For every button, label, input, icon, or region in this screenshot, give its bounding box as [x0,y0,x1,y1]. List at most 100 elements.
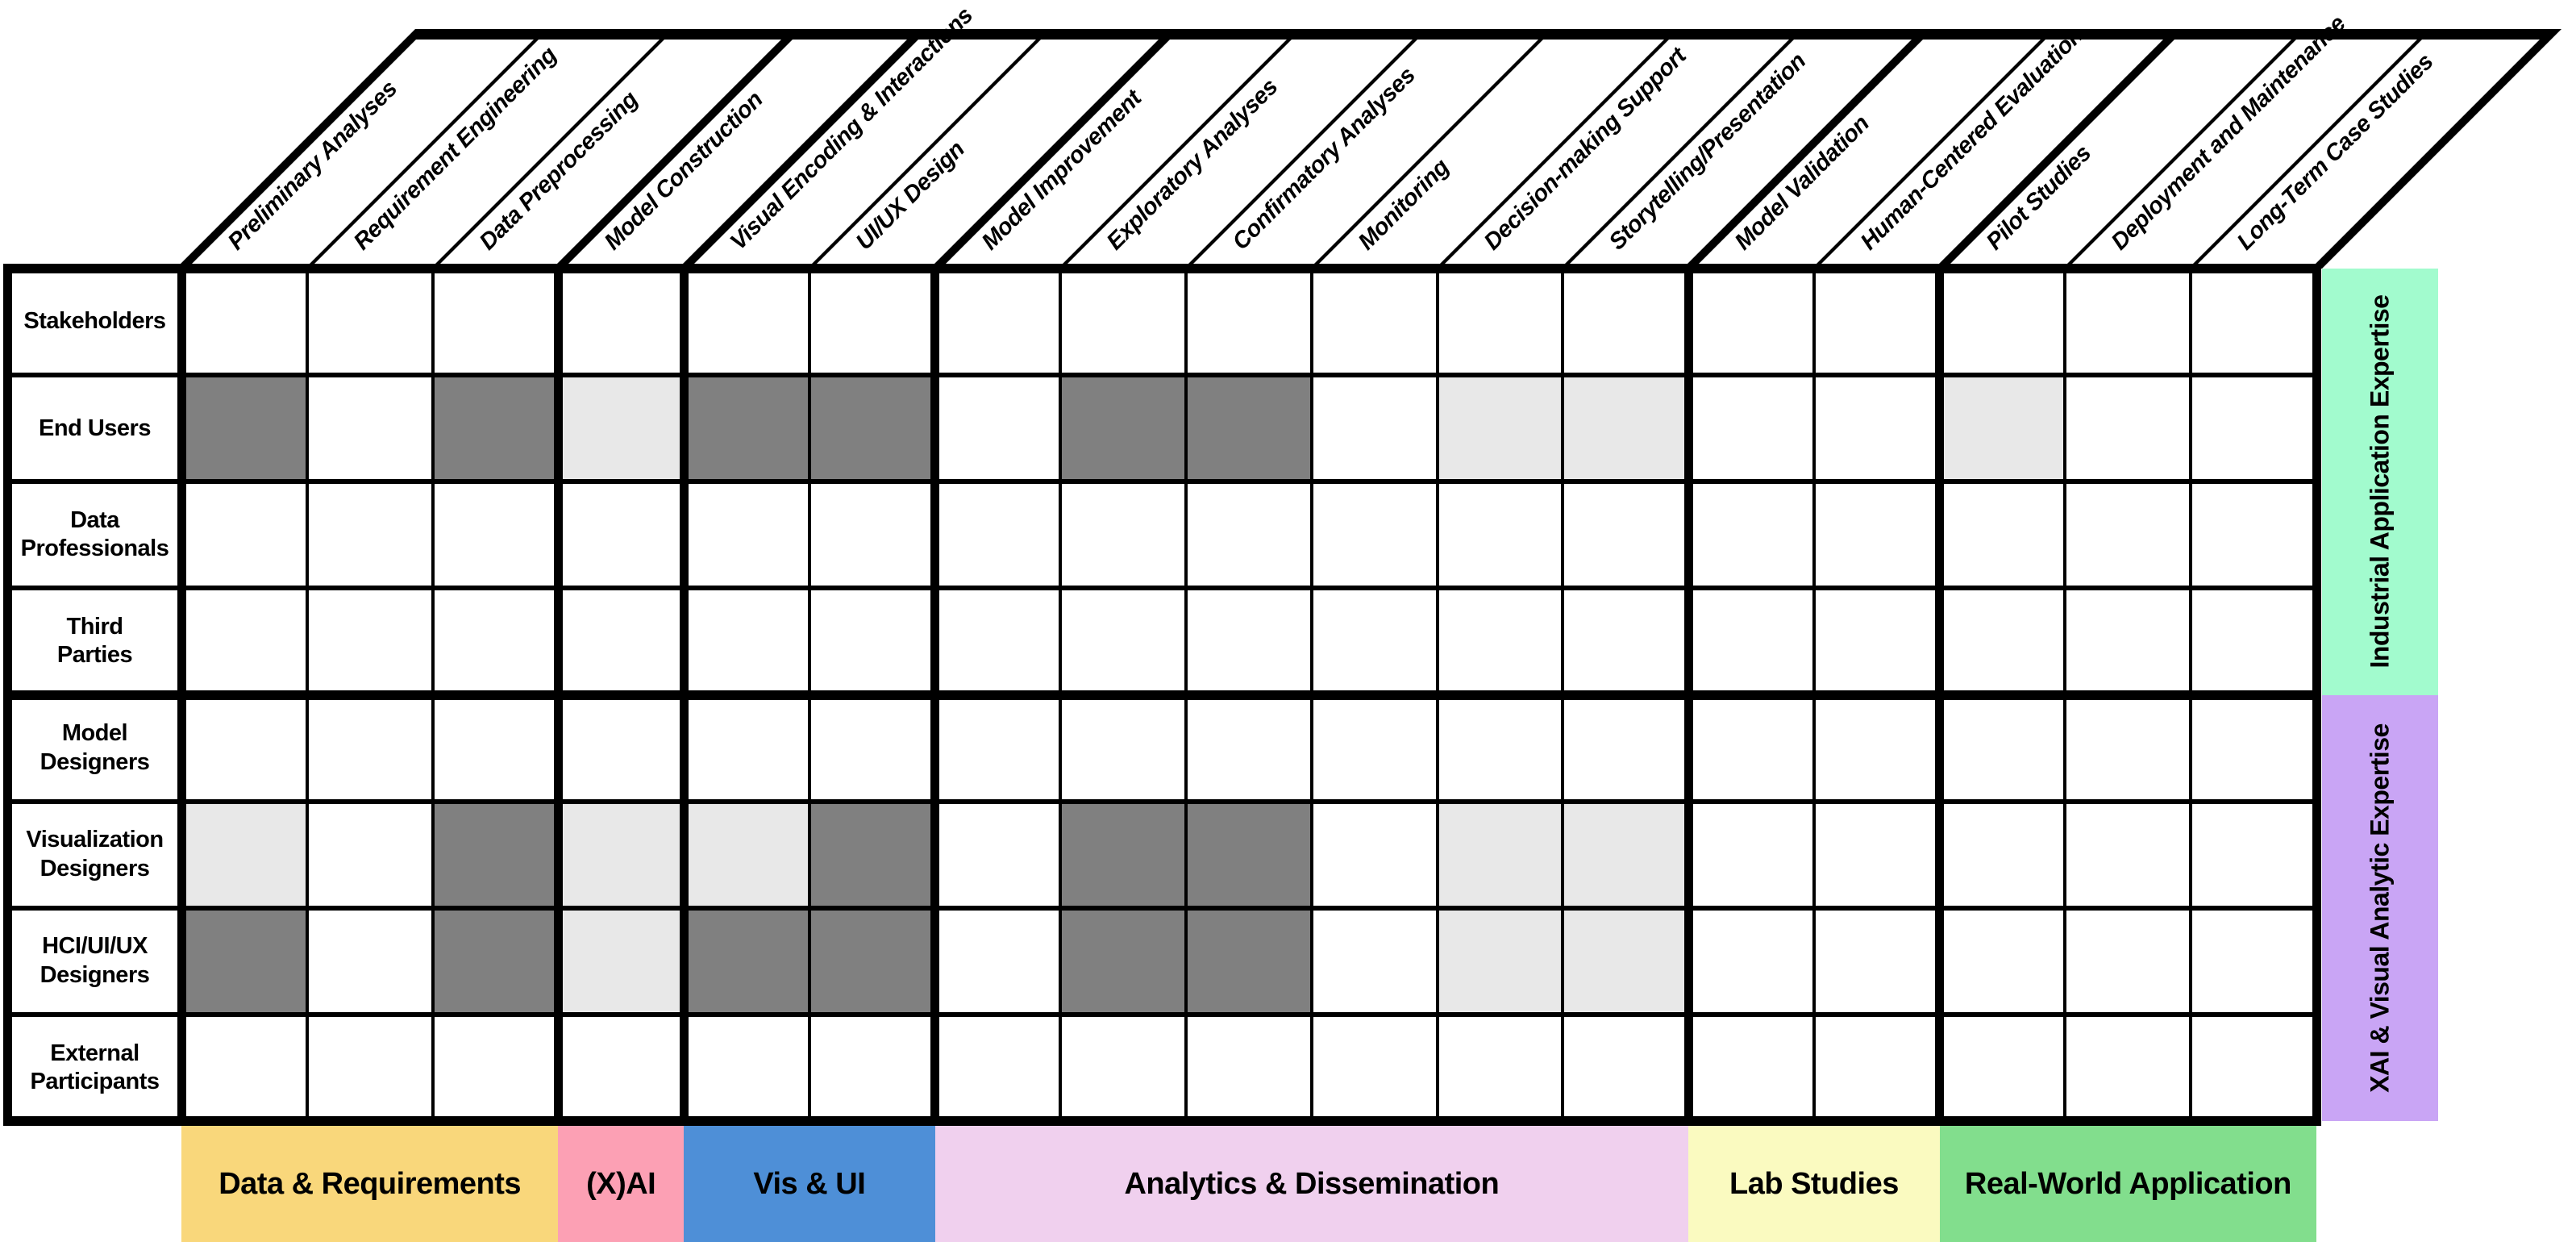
matrix-cell-model-designers-monitoring [1311,694,1438,802]
matrix-cell-hci-ui-ux-designers-storytelling-presentation [1563,907,1689,1015]
bottom-group-data-and-requirements: Data & Requirements [181,1126,559,1242]
matrix-cell-data-professionals-exploratory-analyses [1060,481,1187,589]
matrix-cell-external-participants-model-validation [1688,1014,1814,1121]
matrix-cell-model-designers-requirement-engineering [306,694,433,802]
matrix-cell-visualization-designers-storytelling-presentation [1563,801,1689,908]
matrix-cell-external-participants-human-centered-evaluation [1813,1014,1940,1121]
bottom-group-label-real-world-application: Real-World Application [1964,1166,2291,1201]
matrix-cell-external-participants-data-preprocessing [432,1014,559,1121]
matrix-cell-visualization-designers-confirmatory-analyses [1186,801,1312,908]
col-line-5 [807,269,811,1121]
matrix-cell-model-designers-decision-making-support [1437,694,1563,802]
header-top-border [410,29,2556,40]
matrix-cell-end-users-data-preprocessing [432,375,559,482]
row-line-7 [3,1011,2321,1017]
matrix-cell-hci-ui-ux-designers-human-centered-evaluation [1813,907,1940,1015]
bottom-group-label-analytics-and-dissemination: Analytics & Dissemination [1124,1166,1500,1201]
bottom-group-label-x-ai: (X)AI [586,1166,656,1201]
matrix-cell-end-users-model-construction [558,375,685,482]
matrix-cell-hci-ui-ux-designers-visual-encoding-interactions [684,907,809,1015]
matrix-cell-stakeholders-pilot-studies [1939,269,2066,376]
matrix-cell-external-participants-ui-ux-design [809,1014,935,1121]
matrix-cell-model-designers-deployment-and-maintenance [2065,694,2191,802]
matrix-cell-end-users-storytelling-presentation [1563,375,1689,482]
matrix-cell-end-users-monitoring [1311,375,1438,482]
bottom-group-x-ai: (X)AI [558,1126,685,1242]
side-group-label-xai-and-visual-analytic-expertise: XAI & Visual Analytic Expertise [2365,723,2395,1093]
row-line-8 [3,1116,2321,1126]
matrix-cell-model-designers-confirmatory-analyses [1186,694,1312,802]
matrix-cell-visualization-designers-model-validation [1688,801,1814,908]
matrix-cell-third-parties-preliminary-analyses [181,588,307,695]
matrix-cell-end-users-model-validation [1688,375,1814,482]
bottom-group-vis-and-ui: Vis & UI [684,1126,935,1242]
matrix-cell-data-professionals-visual-encoding-interactions [684,481,809,589]
matrix-cell-end-users-human-centered-evaluation [1813,375,1940,482]
matrix-cell-stakeholders-model-validation [1688,269,1814,376]
matrix-cell-third-parties-visual-encoding-interactions [684,588,809,695]
matrix-cell-stakeholders-model-improvement [934,269,1061,376]
matrix-cell-data-professionals-long-term-case-studies [2191,481,2316,589]
bottom-group-label-lab-studies: Lab Studies [1729,1166,1899,1201]
col-line-3 [553,269,563,1121]
matrix-cell-stakeholders-decision-making-support [1437,269,1563,376]
matrix-cell-stakeholders-deployment-and-maintenance [2065,269,2191,376]
matrix-cell-external-participants-storytelling-presentation [1563,1014,1689,1121]
side-group-xai-and-visual-analytic-expertise: XAI & Visual Analytic Expertise [2322,694,2438,1121]
matrix-cell-data-professionals-decision-making-support [1437,481,1563,589]
matrix-cell-data-professionals-confirmatory-analyses [1186,481,1312,589]
matrix-cell-visualization-designers-data-preprocessing [432,801,559,908]
matrix-cell-external-participants-long-term-case-studies [2191,1014,2316,1121]
matrix-cell-third-parties-human-centered-evaluation [1813,588,1940,695]
col-line-7 [1059,269,1063,1121]
bottom-group-lab-studies: Lab Studies [1688,1126,1940,1242]
matrix-cell-stakeholders-monitoring [1311,269,1438,376]
matrix-cell-end-users-model-improvement [934,375,1061,482]
matrix-cell-model-designers-pilot-studies [1939,694,2066,802]
matrix-cell-end-users-visual-encoding-interactions [684,375,809,482]
matrix-cell-end-users-confirmatory-analyses [1186,375,1312,482]
matrix-cell-external-participants-preliminary-analyses [181,1014,307,1121]
row-line-0 [3,264,2321,273]
matrix-cell-visualization-designers-visual-encoding-interactions [684,801,809,908]
matrix-cell-external-participants-model-improvement [934,1014,1061,1121]
row-line-4 [3,690,2321,700]
row-line-3 [3,586,2321,591]
matrix-cell-model-designers-model-validation [1688,694,1814,802]
matrix-cell-visualization-designers-pilot-studies [1939,801,2066,908]
matrix-cell-hci-ui-ux-designers-ui-ux-design [809,907,935,1015]
matrix-cell-third-parties-long-term-case-studies [2191,588,2316,695]
matrix-cell-external-participants-monitoring [1311,1014,1438,1121]
matrix-cell-end-users-exploratory-analyses [1060,375,1187,482]
matrix-cell-hci-ui-ux-designers-requirement-engineering [306,907,433,1015]
matrix-cell-hci-ui-ux-designers-model-validation [1688,907,1814,1015]
bottom-group-label-vis-and-ui: Vis & UI [753,1166,866,1201]
matrix-cell-data-professionals-data-preprocessing [432,481,559,589]
matrix-cell-visualization-designers-ui-ux-design [809,801,935,908]
matrix-cell-stakeholders-model-construction [558,269,685,376]
col-line-9 [1309,269,1313,1121]
matrix-cell-model-designers-human-centered-evaluation [1813,694,1940,802]
matrix-cell-third-parties-data-preprocessing [432,588,559,695]
row-label-visualization-designers: Visualization Designers [26,827,164,881]
row-label-third-parties: Third Parties [56,614,133,669]
matrix-cell-data-professionals-model-validation [1688,481,1814,589]
matrix-cell-data-professionals-monitoring [1311,481,1438,589]
matrix-cell-model-designers-ui-ux-design [809,694,935,802]
col-line-14 [1935,269,1945,1121]
matrix-cell-data-professionals-model-construction [558,481,685,589]
matrix-cell-data-professionals-requirement-engineering [306,481,433,589]
matrix-cell-end-users-deployment-and-maintenance [2065,375,2191,482]
matrix-cell-third-parties-storytelling-presentation [1563,588,1689,695]
row-label-hci-ui-ux-designers: HCI/UI/UX Designers [40,933,150,988]
table-left-border [3,264,12,1126]
matrix-cell-third-parties-confirmatory-analyses [1186,588,1312,695]
col-line-8 [1184,269,1188,1121]
col-line-15 [2063,269,2067,1121]
matrix-cell-third-parties-requirement-engineering [306,588,433,695]
col-line-17 [2312,269,2321,1121]
matrix-cell-stakeholders-data-preprocessing [432,269,559,376]
matrix-cell-hci-ui-ux-designers-exploratory-analyses [1060,907,1187,1015]
matrix-cell-stakeholders-visual-encoding-interactions [684,269,809,376]
